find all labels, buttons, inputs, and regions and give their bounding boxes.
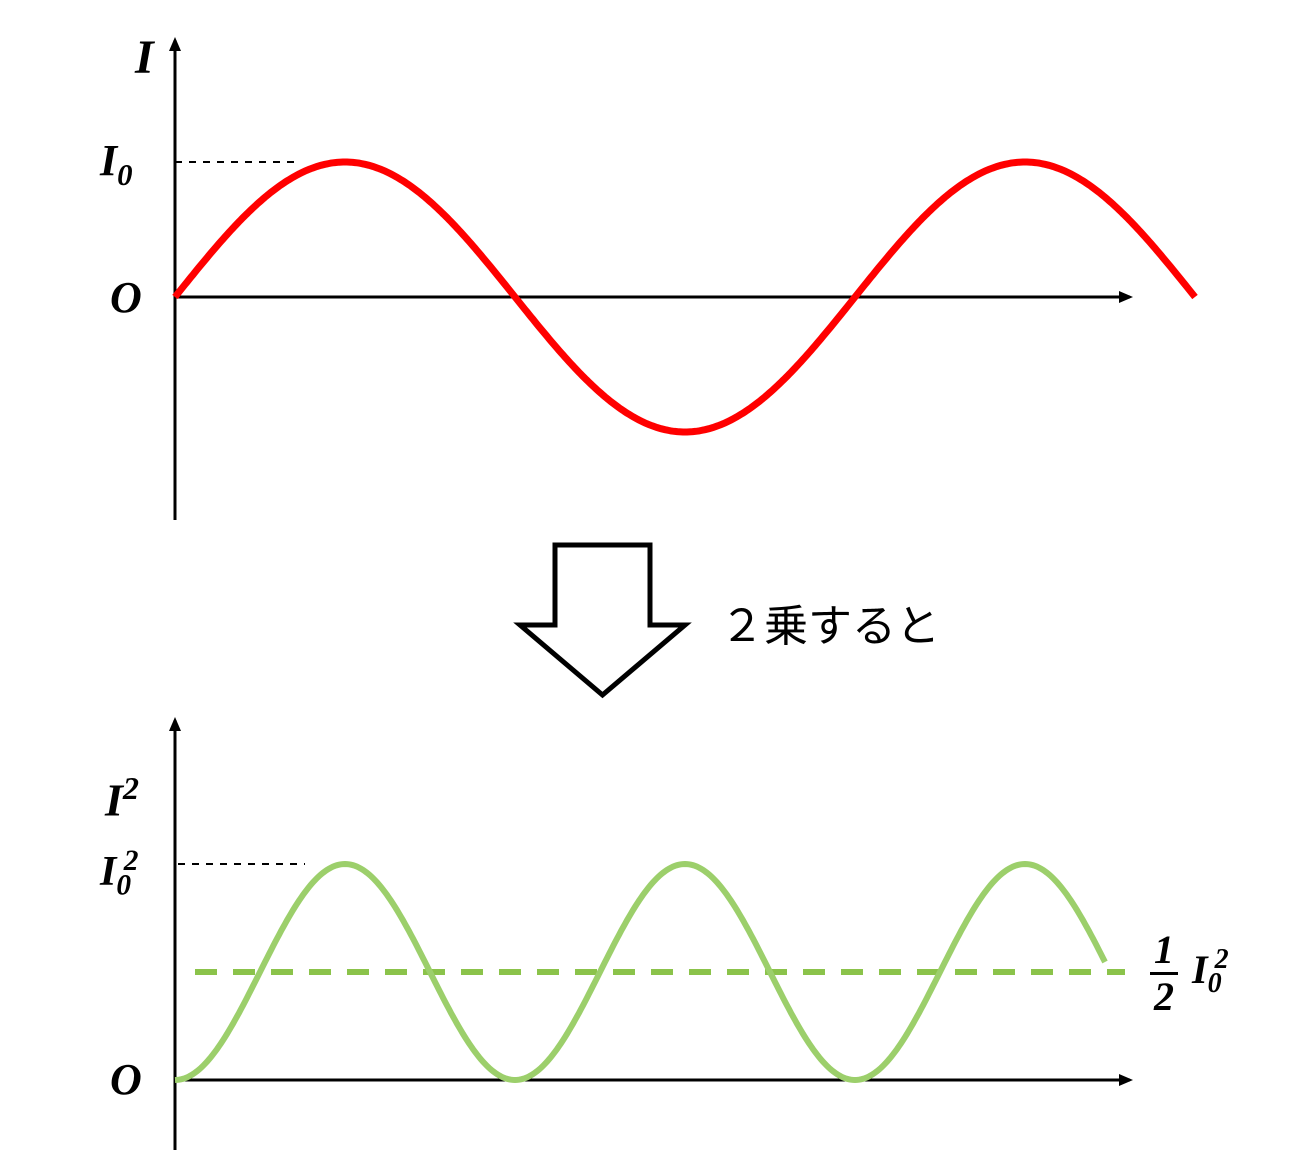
chart1-I0-label: I0: [100, 135, 133, 193]
half-den: 2: [1150, 975, 1178, 1017]
down-arrow-icon: [520, 545, 685, 695]
diagram-svg: [0, 0, 1302, 1170]
chart2-ytitle-base: I: [105, 774, 123, 825]
chart1-origin-label: O: [110, 272, 142, 323]
chart2-half-label: 1 2 I02: [1150, 930, 1229, 1017]
chart1-I0-base: I: [100, 136, 117, 185]
chart2-origin-label: O: [110, 1054, 142, 1105]
chart2-I0sq-sup: 2: [124, 845, 139, 877]
chart2-ytitle-sup: 2: [123, 770, 139, 806]
chart1-ytitle: I: [135, 30, 154, 85]
chart1-I0-sub: 0: [117, 158, 132, 192]
chart2-ytitle: I2: [105, 770, 139, 826]
chart2-I0sq-label: I02: [100, 845, 138, 902]
half-fraction: 1 2: [1150, 930, 1178, 1017]
half-base: I: [1192, 947, 1208, 992]
half-sup: 2: [1215, 944, 1229, 975]
square-caption: ２乗すると: [720, 590, 940, 654]
diagram-canvas: I I0 O ２乗すると I2 I02 O 1 2 I02: [0, 0, 1302, 1170]
half-num: 1: [1150, 930, 1178, 975]
chart2-I0sq-base: I: [100, 849, 116, 895]
